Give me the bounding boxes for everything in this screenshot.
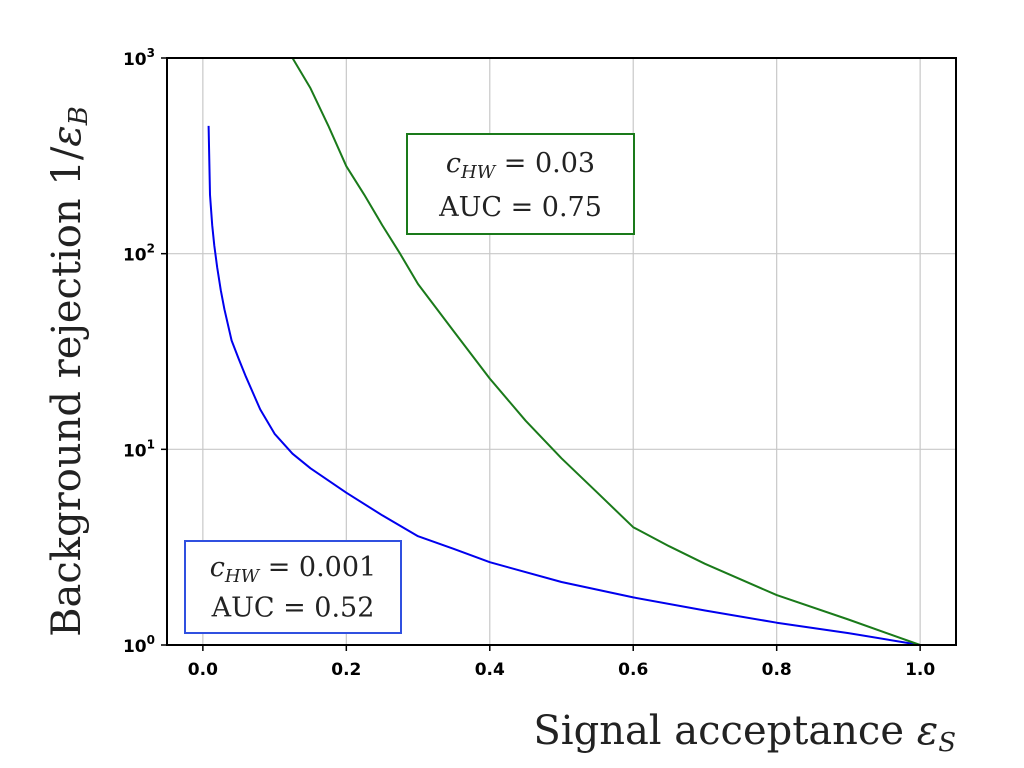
x-tick-label: 0.2	[331, 660, 361, 680]
axis-ticks: 0.0 0.2 0.4 0.6 0.8 1.0 100 101 102 103	[123, 46, 935, 680]
y-tick-label: 101	[123, 437, 155, 461]
annotation-box-1: cHW = 0.03 AUC = 0.75	[406, 133, 635, 235]
y-tick-label: 102	[123, 242, 155, 266]
x-axis-label: Signal acceptance εS	[533, 708, 956, 758]
x-tick-label: 0.8	[762, 660, 792, 680]
annotation-boxes: cHW = 0.001 AUC = 0.52 cHW = 0.03 AUC = 0.7…	[184, 133, 635, 634]
y-axis-label-text: Background rejection 1/	[44, 146, 90, 637]
x-tick-label: 0.6	[618, 660, 648, 680]
y-axis-label: Background rejection 1/εB	[44, 106, 94, 637]
annotation-coefficient: cHW = 0.001	[210, 552, 376, 587]
y-axis-label-group: Background rejection 1/εB	[44, 106, 94, 637]
x-tick-label: 0.4	[475, 660, 505, 680]
series-lines	[207, 57, 921, 646]
x-axis-label-text: Signal acceptance	[533, 708, 916, 754]
annotation-auc: AUC = 0.52	[211, 592, 375, 623]
y-tick-label: 100	[123, 633, 155, 657]
annotation-box-0: cHW = 0.001 AUC = 0.52	[184, 540, 402, 634]
annotation-frame	[184, 540, 402, 634]
x-tick-label: 0.0	[188, 660, 218, 680]
annotation-auc: AUC = 0.75	[438, 192, 602, 223]
series-line-0	[207, 125, 921, 646]
annotation-coefficient: cHW = 0.03	[446, 148, 595, 183]
x-tick-label: 1.0	[905, 660, 935, 680]
x-axis-label-sub: S	[938, 728, 956, 758]
y-axis-label-sub: B	[64, 106, 94, 126]
x-axis-label-symbol: ε	[917, 708, 938, 754]
series-line-1	[291, 57, 921, 646]
annotation-frame	[406, 133, 635, 235]
plot-frame	[166, 57, 957, 646]
y-axis-label-symbol: ε	[44, 125, 90, 146]
y-tick-label: 103	[123, 46, 155, 70]
